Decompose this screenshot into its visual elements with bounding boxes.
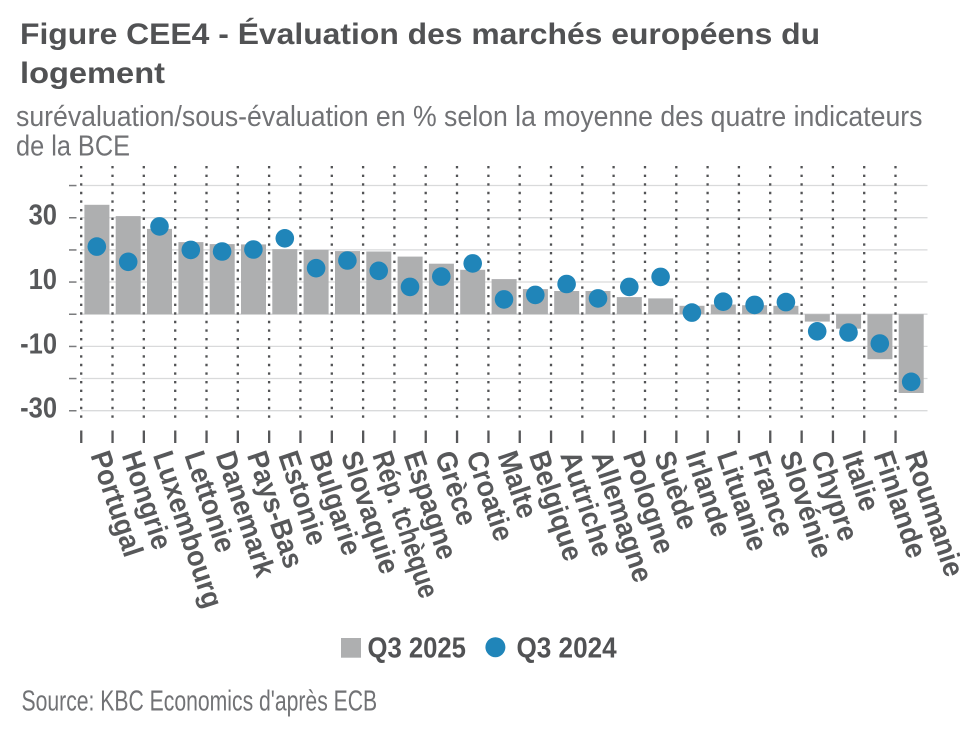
svg-text:de la BCE: de la BCE [16, 129, 130, 162]
svg-text:10: 10 [29, 262, 57, 295]
svg-text:Q3 2024: Q3 2024 [517, 631, 618, 664]
svg-text:-30: -30 [20, 391, 57, 424]
svg-text:Q3 2025: Q3 2025 [368, 631, 466, 664]
svg-text:surévaluation/sous-évaluation: surévaluation/sous-évaluation en % selon… [16, 100, 922, 132]
svg-text:30: 30 [29, 198, 57, 231]
svg-text:logement: logement [20, 56, 166, 89]
svg-text:Figure CEE4 - Évaluation des m: Figure CEE4 - Évaluation des marchés eur… [20, 17, 820, 51]
svg-text:Source: KBC Economics d'après: Source: KBC Economics d'après ECB [22, 685, 378, 717]
svg-text:-10: -10 [20, 327, 57, 360]
